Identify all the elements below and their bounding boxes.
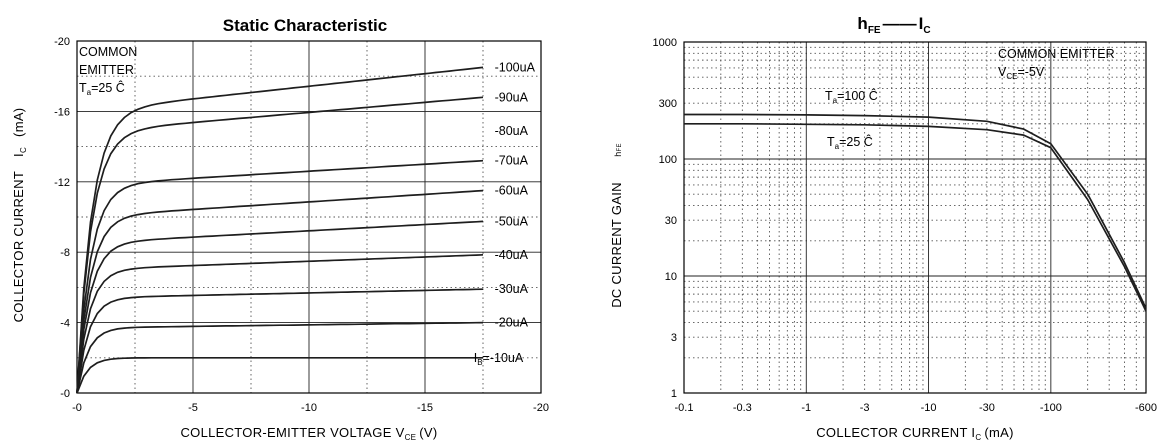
right-x-tick-label: -1 (801, 402, 811, 414)
left-curve-5 (76, 220, 484, 394)
right-curve-2 (684, 122, 1147, 312)
right-series-label-25: Ta=25 Ĉ (827, 134, 873, 151)
left-y-tick-label: -8 (60, 247, 70, 259)
left-annotation-line-2: EMITTER (79, 63, 134, 77)
right-x-tick-label: -10 (921, 402, 937, 414)
left-x-tick-label: -5 (188, 402, 198, 414)
left-x-tick-label: -15 (417, 402, 433, 414)
left-annotation-temp: Ta=25 Ĉ (79, 80, 125, 97)
left-y-axis-label: COLLECTOR CURRENTIC(mA) (11, 108, 28, 323)
right-x-tick-label: -30 (979, 402, 995, 414)
left-y-tick-label: -0 (60, 388, 70, 400)
hfe-ic-chart: hFE —— IC -0.1 -0.3 -1 -3 -10 -30 -100 -600 1000 30… (609, 14, 1157, 442)
left-series-label: -70uA (495, 154, 529, 168)
left-curve-7 (76, 159, 484, 394)
left-x-tick-label: -20 (533, 402, 549, 414)
left-curve-2 (76, 321, 484, 394)
left-series-label: -90uA (495, 90, 529, 104)
right-annotation-line-1: COMMON EMITTER (998, 47, 1115, 61)
right-series-label-100: Ta=100 Ĉ (825, 88, 878, 105)
right-plot-frame (683, 41, 1147, 394)
left-curve-1 (76, 356, 483, 394)
left-series-label: IB=-10uA (474, 351, 524, 367)
left-y-tick-label: -12 (54, 177, 70, 189)
left-curve-10 (76, 66, 484, 394)
left-x-axis-label: COLLECTOR-EMITTER VOLTAGE VCE (V) (180, 425, 437, 442)
right-y-tick-label: 10 (665, 271, 677, 283)
left-y-tick-label: -16 (54, 106, 70, 118)
right-y-tick-label: 300 (659, 98, 677, 110)
right-y-tick-label: 100 (659, 154, 677, 166)
left-y-tick-label: -20 (54, 36, 70, 48)
left-x-tick-label: -0 (72, 402, 82, 414)
left-annotation-line-1: COMMON (79, 45, 137, 59)
right-y-axis-symbol: hFE (613, 143, 623, 157)
left-series-label: -60uA (495, 184, 529, 198)
left-y-tick-label: -4 (60, 318, 70, 330)
right-x-tick-label: -600 (1135, 402, 1157, 414)
right-x-tick-label: -3 (860, 402, 870, 414)
right-x-tick-label: -100 (1040, 402, 1062, 414)
left-curve-9 (76, 96, 484, 394)
left-series-label: -50uA (495, 214, 529, 228)
left-series-label: -30uA (495, 282, 529, 296)
right-curve-1 (684, 113, 1147, 309)
static-characteristic-chart: Static Characteristic -0 -5 -10 -15 -20 -0 -4 -… (11, 16, 549, 442)
right-x-tick-label: -0.1 (675, 402, 694, 414)
left-curve-4 (76, 253, 484, 394)
left-curve-6 (76, 189, 484, 394)
right-y-tick-label: 1000 (653, 37, 677, 49)
right-annotation-vce: VCE=-5V (998, 65, 1045, 81)
left-plot-frame (76, 40, 542, 394)
left-x-tick-label: -10 (301, 402, 317, 414)
right-x-tick-label: -0.3 (733, 402, 752, 414)
left-series-label: -100uA (495, 60, 536, 74)
left-series-label: -80uA (495, 124, 529, 138)
left-curve-3 (76, 288, 484, 394)
left-series-label: -20uA (495, 316, 529, 330)
right-y-tick-label: 3 (671, 332, 677, 344)
right-y-tick-label: 30 (665, 215, 677, 227)
left-series-label: -40uA (495, 248, 529, 262)
right-y-axis-label: DC CURRENT GAIN (609, 182, 624, 308)
right-x-axis-label: COLLECTOR CURRENT IC (mA) (816, 425, 1014, 442)
right-chart-title: hFE —— IC (857, 14, 930, 36)
right-y-tick-label: 1 (671, 388, 677, 400)
left-chart-title: Static Characteristic (223, 16, 387, 35)
